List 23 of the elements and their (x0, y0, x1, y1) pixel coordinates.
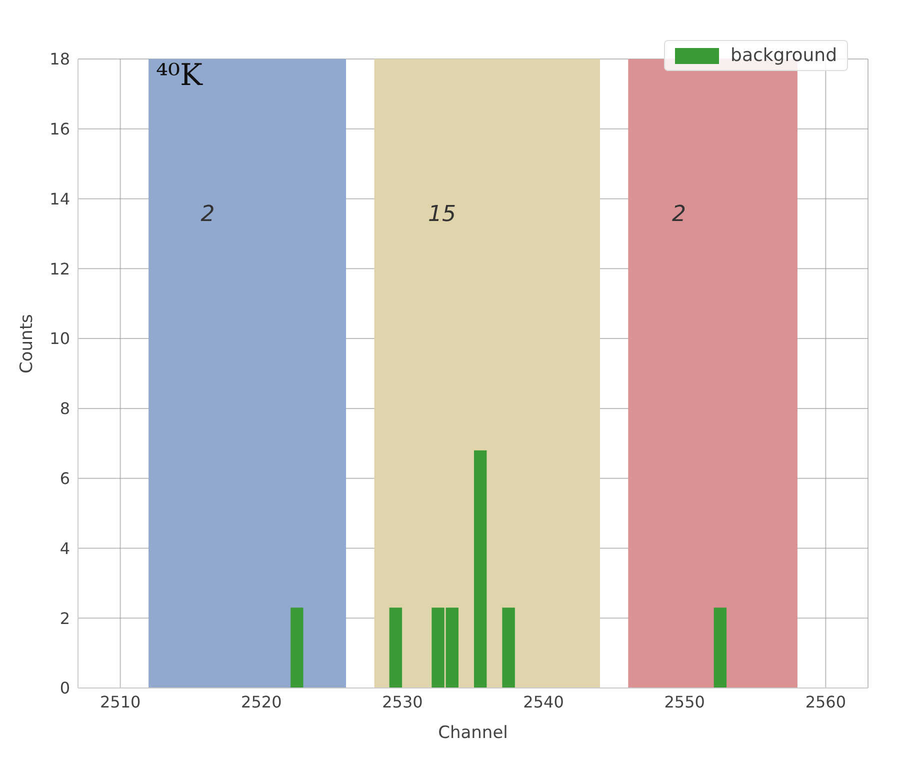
y-tick-label: 18 (50, 50, 70, 69)
annotation: ⁴⁰K (156, 58, 202, 93)
x-tick-label: 2550 (664, 692, 705, 712)
y-tick-label: 6 (60, 469, 70, 488)
x-axis-title: Channel (438, 723, 508, 743)
band-label: 2 (672, 202, 686, 227)
y-tick-label: 14 (50, 189, 70, 208)
band-label: 2 (200, 202, 215, 227)
x-tick-label: 2530 (382, 692, 423, 712)
y-tick-label: 12 (50, 259, 70, 278)
y-tick-label: 2 (60, 608, 70, 628)
y-tick-label: 0 (60, 678, 70, 698)
y-tick-label: 10 (50, 329, 70, 348)
y-tick-label: 16 (50, 120, 70, 139)
x-tick-label: 2510 (100, 692, 141, 712)
band-label: 15 (428, 202, 456, 227)
x-tick-label: 2520 (241, 692, 282, 712)
y-tick-label: 8 (60, 399, 70, 418)
y-tick-label: 4 (60, 538, 70, 558)
x-tick-label: 2560 (805, 692, 846, 712)
x-tick-label: 2540 (523, 692, 564, 712)
legend-label: background (730, 45, 837, 66)
y-axis-title: Counts (17, 314, 38, 374)
